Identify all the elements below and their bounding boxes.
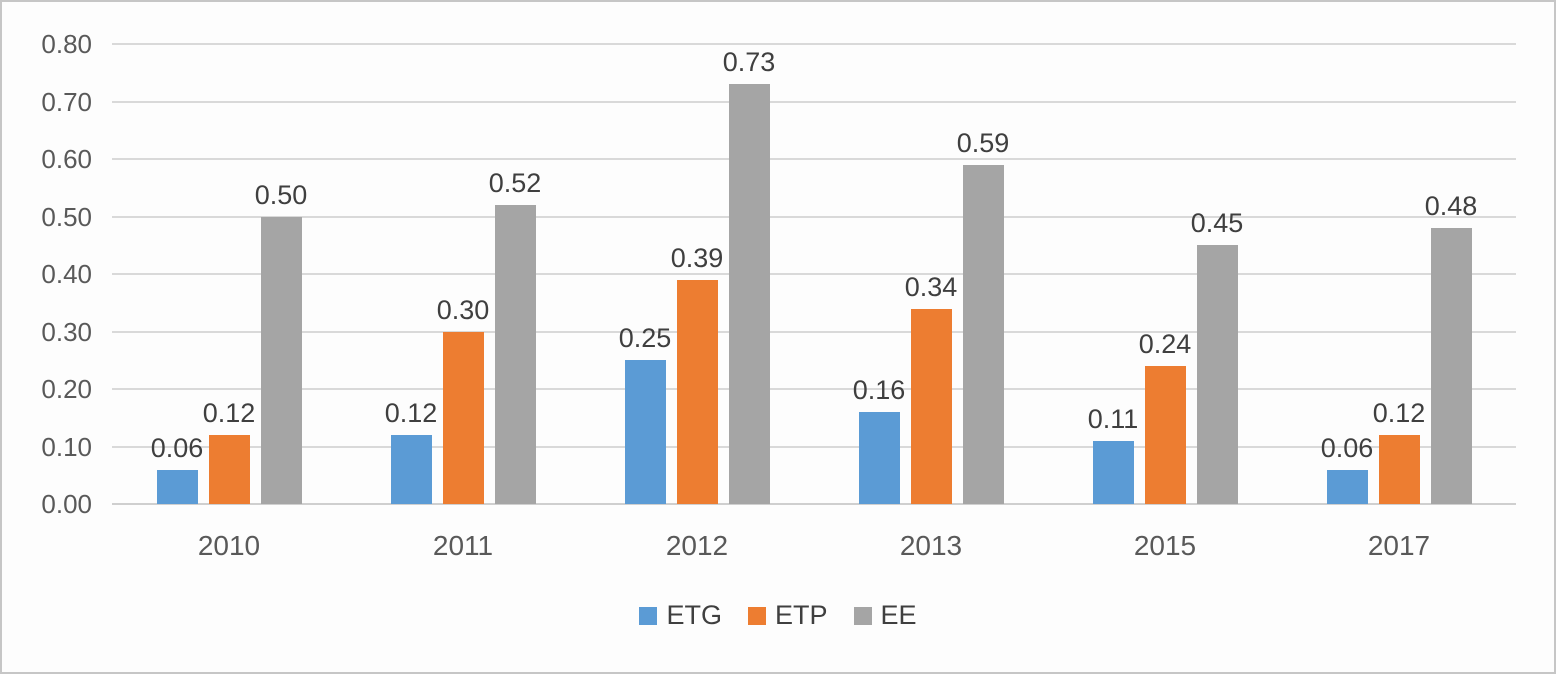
- bar-etp-2013: [910, 308, 952, 504]
- data-label-etg-2011: 0.12: [384, 398, 438, 428]
- bar-group-2017: 0.06 0.12 0.48: [1282, 44, 1516, 504]
- gridline: [112, 215, 1516, 218]
- y-tick-label: 0.30: [41, 316, 92, 347]
- bar-etg-2015: [1092, 440, 1134, 504]
- legend-label-ee: EE: [880, 600, 917, 630]
- bar-etg-2013: [858, 412, 900, 504]
- x-axis: 2010 2011 2012 2013 2015 2017: [112, 530, 1516, 562]
- y-tick-label: 0.80: [41, 29, 92, 59]
- y-tick-label: 0.10: [41, 431, 92, 462]
- y-tick-label: 0.20: [41, 374, 92, 404]
- legend-item-etg: ETG: [639, 600, 722, 631]
- bar-column-etp-2013: 0.34: [905, 44, 957, 504]
- data-label-etg-2012: 0.25: [618, 323, 672, 354]
- data-label-etp-2015: 0.24: [1138, 329, 1192, 359]
- bar-column-ee-2012: 0.73: [723, 44, 775, 504]
- bar-ee-2017: [1430, 228, 1472, 504]
- gridline: [112, 273, 1516, 275]
- bar-ee-2010: [260, 216, 302, 504]
- bar-column-etg-2013: 0.16: [853, 44, 905, 504]
- x-axis-line: [112, 503, 1516, 505]
- bar-column-etp-2011: 0.30: [437, 44, 489, 504]
- bar-group-2012: 0.25 0.39 0.73: [580, 44, 814, 504]
- bar-column-ee-2015: 0.45: [1191, 44, 1243, 504]
- data-label-etg-2017: 0.06: [1320, 432, 1374, 463]
- data-label-etp-2010: 0.12: [202, 398, 256, 428]
- data-label-etp-2011: 0.30: [436, 294, 490, 325]
- bar-etp-2012: [676, 279, 718, 504]
- bar-group-2013: 0.16 0.34 0.59: [814, 44, 1048, 504]
- legend-label-etg: ETG: [666, 600, 722, 630]
- y-axis: 0.00 0.10 0.20 0.30 0.40 0.50 0.60 0.70 0.80: [20, 29, 92, 519]
- bar-column-etg-2015: 0.11: [1088, 44, 1138, 504]
- bar-etp-2011: [442, 331, 484, 504]
- bar-column-ee-2013: 0.59: [957, 44, 1009, 504]
- gridline: [112, 43, 1516, 45]
- data-label-etg-2015: 0.11: [1087, 403, 1139, 434]
- bar-column-etg-2011: 0.12: [385, 44, 437, 504]
- bar-column-etp-2015: 0.24: [1139, 44, 1191, 504]
- data-label-etp-2013: 0.34: [904, 271, 958, 302]
- bar-column-etg-2010: 0.06: [151, 44, 203, 504]
- data-label-ee-2013: 0.59: [956, 127, 1010, 158]
- bar-etg-2011: [390, 435, 432, 504]
- bar-etp-2015: [1144, 366, 1186, 504]
- data-label-ee-2017: 0.48: [1424, 191, 1478, 221]
- legend-swatch-etp-icon: [747, 606, 766, 625]
- y-tick-label: 0.40: [41, 259, 92, 289]
- gridline: [112, 388, 1516, 390]
- gridline: [112, 330, 1516, 333]
- bar-etp-2017: [1378, 435, 1420, 504]
- data-label-etg-2010: 0.06: [150, 432, 204, 463]
- y-tick-label: 0.00: [41, 489, 92, 519]
- data-label-etp-2017: 0.12: [1372, 398, 1426, 428]
- plot-area: 0.06 0.12 0.50 0.12 0.30 0.52 0.25 0.39 0.73 0.16…: [112, 43, 1516, 505]
- x-axis-label-2011: 2011: [432, 530, 494, 561]
- legend-label-etp: ETP: [774, 600, 828, 630]
- bar-column-ee-2017: 0.48: [1425, 44, 1477, 504]
- data-label-ee-2010: 0.50: [254, 179, 308, 210]
- legend-item-ee: EE: [853, 600, 917, 631]
- bar-group-2015: 0.11 0.24 0.45: [1048, 44, 1282, 504]
- bar-ee-2012: [728, 84, 770, 504]
- y-tick-label: 0.60: [41, 144, 92, 174]
- legend: ETG ETP EE: [2, 600, 1554, 631]
- bar-column-etp-2012: 0.39: [671, 44, 723, 504]
- bar-column-etp-2017: 0.12: [1373, 44, 1425, 504]
- bar-column-ee-2011: 0.52: [489, 44, 541, 504]
- gridline: [112, 100, 1516, 103]
- bar-column-etp-2010: 0.12: [203, 44, 255, 504]
- bar-etg-2017: [1326, 469, 1368, 504]
- x-axis-label-2017: 2017: [1367, 530, 1431, 561]
- bar-column-etg-2017: 0.06: [1321, 44, 1373, 504]
- bar-ee-2011: [494, 205, 536, 504]
- bar-group-2011: 0.12 0.30 0.52: [346, 44, 580, 504]
- bar-column-ee-2010: 0.50: [255, 44, 307, 504]
- x-axis-label-2012: 2012: [665, 530, 729, 561]
- x-axis-label-2015: 2015: [1133, 530, 1197, 561]
- data-label-ee-2015: 0.45: [1190, 208, 1244, 239]
- bar-group-2010: 0.06 0.12 0.50: [112, 44, 346, 504]
- x-axis-label-2013: 2013: [899, 530, 963, 561]
- data-label-ee-2012: 0.73: [722, 47, 776, 78]
- data-label-ee-2011: 0.52: [488, 168, 542, 198]
- data-label-etg-2013: 0.16: [852, 375, 906, 405]
- y-tick-label: 0.50: [41, 201, 92, 232]
- gridline: [112, 158, 1516, 160]
- x-axis-label-2010: 2010: [197, 530, 261, 561]
- y-tick-label: 0.70: [41, 86, 92, 117]
- gridline: [112, 445, 1516, 448]
- bar-column-etg-2012: 0.25: [619, 44, 671, 504]
- legend-swatch-ee-icon: [853, 606, 872, 625]
- data-label-etp-2012: 0.39: [670, 242, 724, 273]
- bar-etg-2012: [624, 360, 666, 504]
- legend-item-etp: ETP: [747, 600, 828, 631]
- bar-etg-2010: [156, 469, 198, 504]
- bar-ee-2013: [962, 164, 1004, 504]
- bar-etp-2010: [208, 435, 250, 504]
- bar-ee-2015: [1196, 245, 1238, 504]
- bar-groups: 0.06 0.12 0.50 0.12 0.30 0.52 0.25 0.39 0.73 0.16…: [112, 44, 1516, 504]
- legend-swatch-etg-icon: [639, 606, 658, 625]
